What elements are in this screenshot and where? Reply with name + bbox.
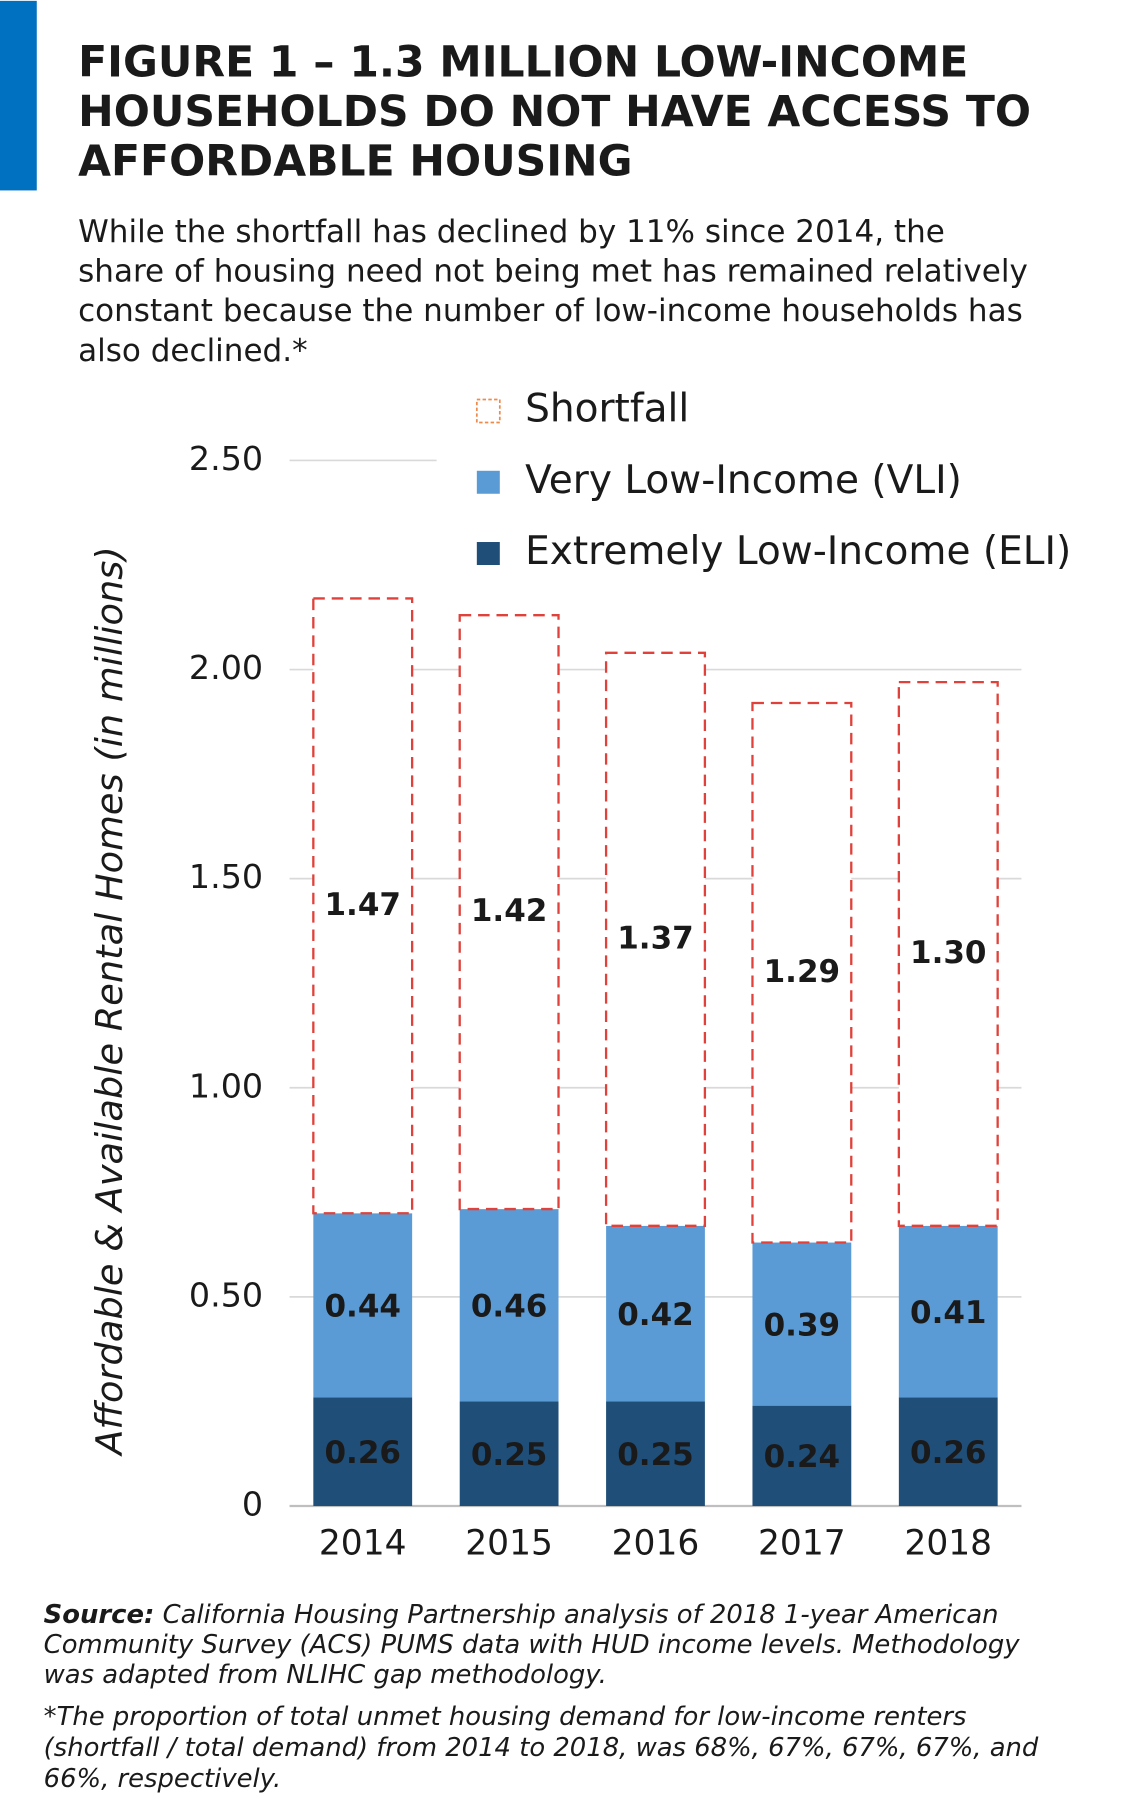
x-tick-label: 2017	[758, 1524, 846, 1564]
source-text: was adapted from NLIHC gap methodology.	[44, 1659, 607, 1689]
bar-segment	[313, 1397, 413, 1507]
data-label: 1.42	[471, 893, 548, 929]
data-label: 0.25	[617, 1437, 694, 1473]
bar-segment	[458, 614, 560, 1211]
y-tick-label: 2.00	[189, 648, 263, 687]
data-label: 1.30	[910, 935, 987, 971]
source-text: California Housing Partnership analysis …	[154, 1600, 998, 1630]
y-axis-label: Affordable & Available Rental Homes (in …	[88, 546, 131, 1457]
y-tick-label: 2.50	[189, 439, 263, 478]
data-label: 0.24	[764, 1439, 841, 1475]
source-text: Community Survey (ACS) PUMS data with HU…	[44, 1630, 1021, 1660]
bar-segment	[751, 701, 853, 1244]
x-tick-label: 2015	[465, 1524, 553, 1564]
data-label: 1.37	[617, 920, 694, 956]
x-tick-label: 2018	[904, 1524, 992, 1564]
bar-segment	[313, 1213, 413, 1398]
bar-segment	[459, 1209, 559, 1402]
chart-subtitle: share of housing need not being met has …	[78, 254, 1028, 290]
source: Source: California Housing Partnership a…	[44, 1600, 999, 1630]
x-tick-label: 2014	[319, 1524, 407, 1564]
data-label: 0.26	[324, 1435, 401, 1471]
y-tick-label: 0.50	[189, 1275, 263, 1314]
bar-segment	[897, 680, 999, 1227]
chart-subtitle: also declined.*	[78, 333, 307, 369]
legend-label: Very Low-Income (VLI)	[525, 458, 962, 503]
accent-bar	[0, 0, 37, 191]
bar-segment	[752, 1405, 852, 1507]
bar-segment	[459, 1401, 559, 1507]
bar-segment	[604, 651, 707, 1227]
x-tick-label: 2016	[612, 1524, 700, 1564]
bar-segment	[606, 1225, 705, 1402]
legend-label: Extremely Low-Income (ELI)	[525, 529, 1071, 574]
data-label: 0.44	[324, 1289, 401, 1325]
bar-segment	[606, 1401, 705, 1507]
legend-swatch	[476, 470, 500, 494]
data-label: 0.26	[910, 1435, 987, 1471]
data-label: 0.42	[617, 1297, 694, 1333]
source: Community Survey (ACS) PUMS data with HU…	[44, 1630, 1021, 1660]
legend-bg	[436, 380, 1115, 587]
note: 66%, respectively.	[44, 1764, 282, 1794]
y-tick-label: 0	[242, 1485, 263, 1524]
data-label: 1.47	[324, 887, 401, 923]
chart-title: FIGURE 1 – 1.3 MILLION LOW-INCOME	[78, 39, 968, 88]
bar-segment	[752, 1242, 852, 1406]
chart-title: AFFORDABLE HOUSING	[78, 138, 632, 187]
note: *The proportion of total unmet housing d…	[44, 1702, 967, 1732]
data-label: 0.41	[910, 1295, 987, 1331]
chart-title: HOUSEHOLDS DO NOT HAVE ACCESS TO	[78, 88, 1031, 137]
bar-segment	[898, 1225, 998, 1398]
source-label: Source:	[44, 1600, 155, 1630]
source: was adapted from NLIHC gap methodology.	[44, 1659, 607, 1689]
legend-swatch	[475, 398, 501, 424]
data-label: 0.46	[471, 1289, 548, 1325]
chart-subtitle: While the shortfall has declined by 11% …	[78, 214, 945, 250]
legend-swatch	[476, 542, 500, 565]
data-label: 1.29	[764, 954, 841, 990]
y-tick-label: 1.00	[189, 1066, 263, 1105]
data-label: 0.39	[764, 1307, 841, 1343]
y-tick-label: 1.50	[189, 857, 263, 896]
legend-label: Shortfall	[525, 387, 689, 432]
bar-segment	[898, 1397, 998, 1507]
bar-segment	[312, 597, 414, 1215]
chart-subtitle: constant because the number of low-incom…	[78, 293, 1023, 329]
note: (shortfall / total demand) from 2014 to …	[44, 1733, 1039, 1763]
data-label: 0.25	[471, 1437, 548, 1473]
